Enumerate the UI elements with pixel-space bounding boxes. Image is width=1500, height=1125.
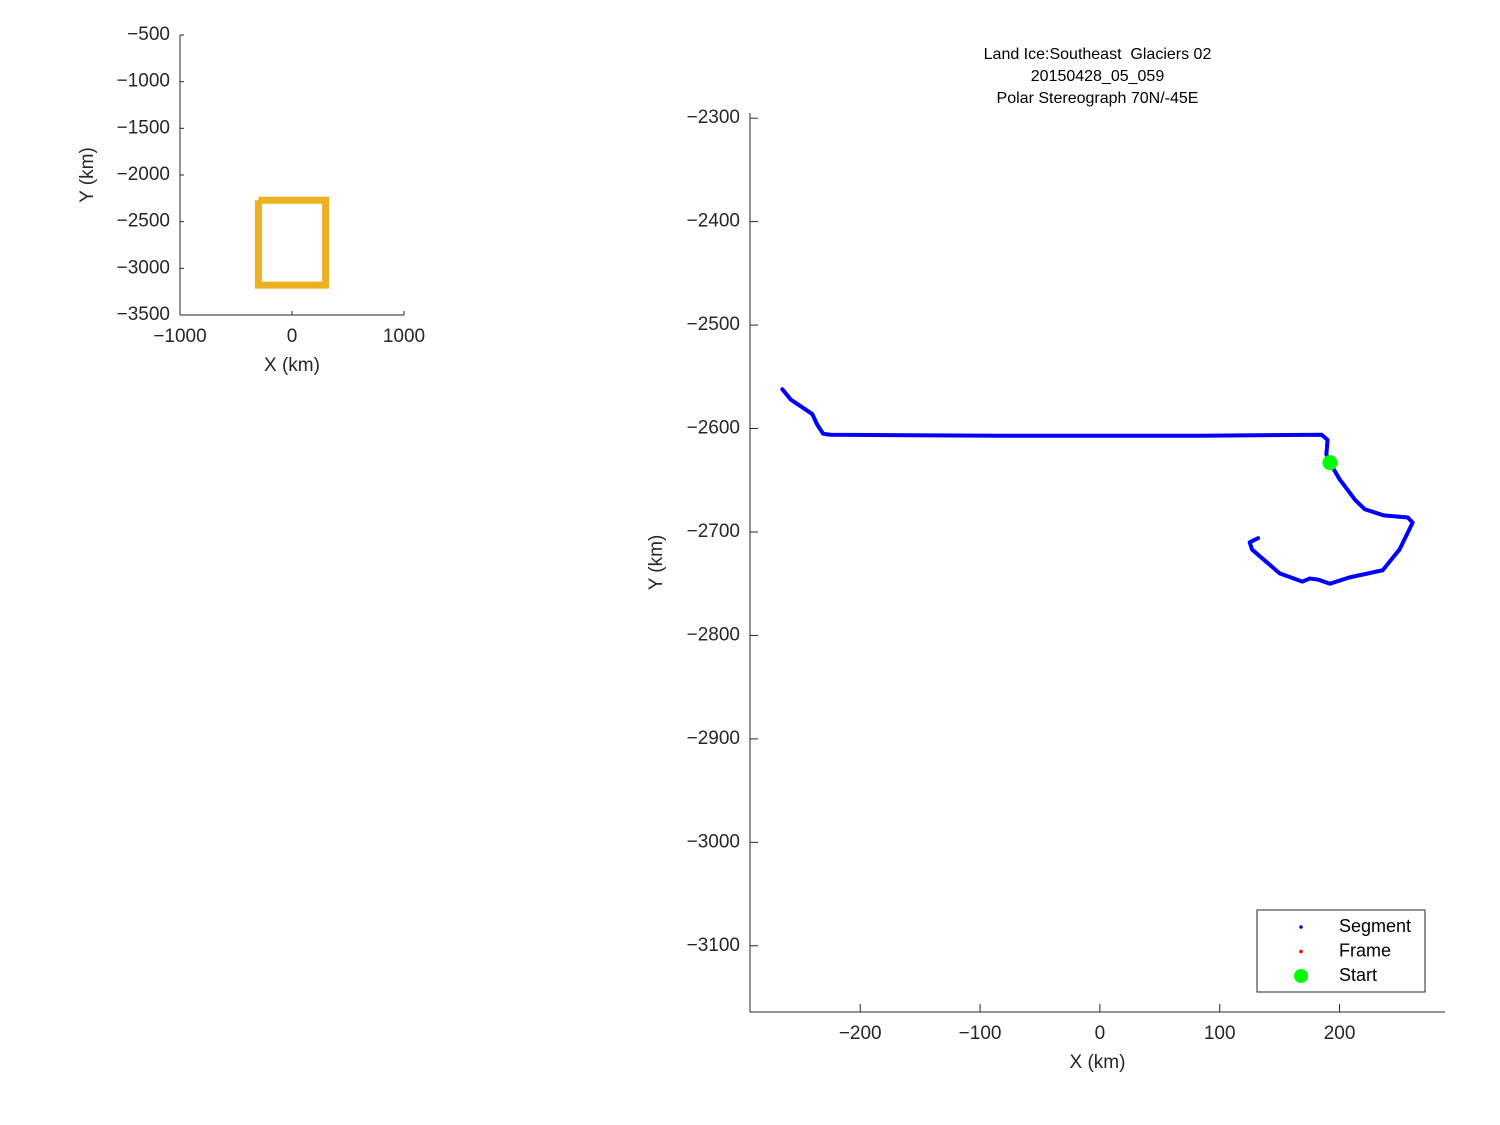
legend-label: Frame bbox=[1339, 940, 1391, 960]
legend-marker bbox=[1299, 925, 1303, 929]
legend-box bbox=[1256, 909, 1426, 993]
y-tick-label: −3000 bbox=[117, 257, 170, 278]
y-tick-label: −2600 bbox=[687, 418, 740, 439]
y-tick-label: −2700 bbox=[687, 521, 740, 542]
x-axis-label: X (km) bbox=[1070, 1052, 1126, 1073]
chart-title: 20150428_05_059 bbox=[1031, 68, 1165, 85]
start-marker bbox=[1322, 455, 1338, 471]
y-tick-label: −2900 bbox=[687, 728, 740, 749]
track-line bbox=[780, 387, 1415, 586]
y-axis-label: Y (km) bbox=[646, 535, 667, 591]
x-tick-label: −100 bbox=[959, 1023, 1002, 1044]
y-tick-label: −2000 bbox=[117, 164, 170, 185]
legend: Segment Frame Start bbox=[1256, 909, 1426, 993]
x-tick-label: 0 bbox=[287, 326, 298, 347]
y-tick-label: −2800 bbox=[687, 624, 740, 645]
y-tick-label: −2500 bbox=[117, 211, 170, 232]
y-tick-label: −2400 bbox=[687, 211, 740, 232]
y-tick-label: −3100 bbox=[687, 935, 740, 956]
y-tick-label: −1000 bbox=[117, 71, 170, 92]
y-tick-label: −3000 bbox=[687, 831, 740, 852]
x-tick-label: −1000 bbox=[153, 326, 206, 347]
legend-label: Start bbox=[1339, 965, 1377, 985]
x-tick-label: 200 bbox=[1324, 1023, 1356, 1044]
legend-marker bbox=[1294, 969, 1308, 983]
x-tick-label: 0 bbox=[1095, 1023, 1106, 1044]
y-tick-label: −1500 bbox=[117, 117, 170, 138]
x-tick-label: −200 bbox=[839, 1023, 882, 1044]
chart-title: Land Ice:Southeast Glaciers 02 bbox=[984, 46, 1212, 63]
y-axis-label: Y (km) bbox=[77, 147, 98, 203]
line bbox=[254, 196, 330, 289]
legend-marker bbox=[1299, 949, 1303, 954]
y-tick-label: −2500 bbox=[687, 314, 740, 335]
x-tick-label: 100 bbox=[1204, 1023, 1236, 1044]
y-tick-label: −2300 bbox=[687, 107, 740, 128]
legend-label: Segment bbox=[1339, 916, 1411, 936]
y-tick-label: −3500 bbox=[117, 304, 170, 325]
y-tick-label: −500 bbox=[127, 24, 170, 45]
chart-title: Polar Stereograph 70N/-45E bbox=[997, 90, 1199, 107]
x-axis-label: X (km) bbox=[264, 355, 320, 376]
x-tick-label: 1000 bbox=[383, 326, 425, 347]
